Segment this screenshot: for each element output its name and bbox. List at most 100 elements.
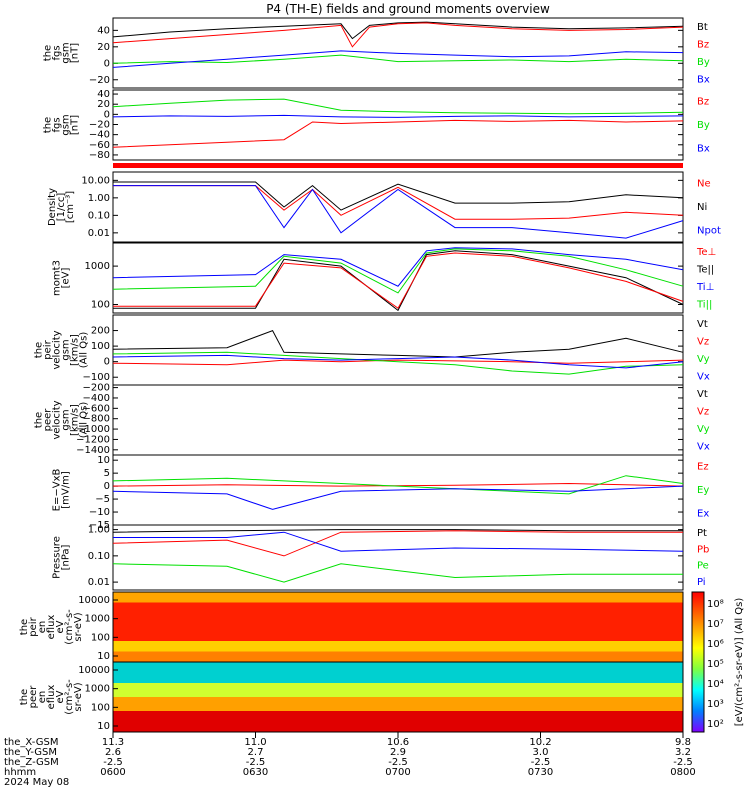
spectrogram-band: [113, 662, 683, 683]
ephemeris-value: -2.5: [531, 757, 551, 768]
panel-frame: [112, 17, 684, 89]
y-tick-label: −600: [83, 403, 110, 414]
y-axis-label-line: [nT]: [70, 43, 81, 63]
y-axis-label-line: [mV/m]: [61, 471, 72, 509]
y-axis-label-line: the: [19, 689, 30, 705]
y-axis-label-line: sr-eV): [73, 612, 84, 641]
spectrogram-band: [113, 641, 683, 652]
legend-Te⊥: Te⊥: [696, 247, 716, 258]
panel-efield: 10 5 0 −5 −10 −15 E=−VxB[mV/m] Ez Ey Ex: [52, 454, 709, 531]
y-tick-label: 1000: [85, 261, 110, 272]
y-axis-label-line: (cm²-s-: [64, 609, 75, 645]
y-tick-label: −5: [95, 494, 110, 505]
y-tick-label: 0: [104, 357, 110, 368]
legend-Pe: Pe: [697, 561, 709, 572]
y-axis-label-line: Density: [47, 188, 58, 226]
series-Te⊥: [113, 252, 684, 309]
y-tick-label: −400: [83, 393, 110, 404]
y-axis-label-line: [1/cc]: [56, 193, 67, 222]
ephemeris-label: hhmm: [4, 767, 36, 778]
panel-peir-velocity: 200 100 0 −100 thepeirvelocitygsm[km/s](All …: [34, 314, 710, 386]
y-axis-label-line: (All Qs): [79, 332, 90, 369]
y-axis-label-line: the: [43, 45, 54, 61]
ephemeris-labels: 11.32.6-2.5060011.02.7-2.5063010.62.9-2.…: [4, 732, 696, 788]
y-axis-label-line: [km/s]: [70, 404, 81, 436]
panel-temperature: 1000 100 momt3[eV] Te⊥ Te|| Ti⊥ Ti||: [52, 242, 716, 314]
legend-Ex: Ex: [697, 508, 709, 519]
y-axis-label-line: gsm: [61, 42, 72, 63]
series-Bz: [112, 22, 684, 48]
panel-frame: [112, 384, 684, 456]
series-Vx: [112, 354, 684, 369]
y-tick-label: 0: [104, 109, 110, 120]
y-tick-label: 40: [97, 89, 110, 100]
date-label: 2024 May 08: [4, 777, 69, 788]
y-tick-label: 200: [91, 326, 110, 337]
colorbar-bar: [691, 591, 705, 733]
spectrogram-band: [113, 711, 683, 732]
y-axis-label-line: velocity: [52, 330, 63, 369]
figure-title: P4 (TH-E) fields and ground moments over…: [266, 2, 550, 16]
y-axis-label-line: peir: [43, 339, 54, 359]
y-tick-label: −10: [89, 507, 110, 518]
legend-Ti||: Ti||: [696, 299, 712, 310]
y-axis-label: Density[1/cc][cm⁻³]: [47, 188, 76, 226]
y-tick-label: −60: [89, 140, 110, 151]
y-tick-label: 1000: [85, 684, 110, 695]
colorbar-tick-label: 10⁶: [707, 639, 724, 650]
series-Ti⊥: [112, 247, 684, 287]
y-axis-label-line: sr-eV): [73, 682, 84, 711]
y-axis-label-line: velocity: [52, 400, 63, 439]
series-Ni: [113, 181, 684, 211]
legend-Vz: Vz: [697, 406, 709, 417]
series-Pi: [113, 531, 684, 552]
panel-peer-velocity: −200−400−600−800−1000−1200−1400 thepeerve…: [34, 383, 710, 456]
legend-Vt: Vt: [697, 319, 708, 330]
colorbar-tick-label: 10⁷: [707, 619, 724, 630]
y-axis-label-line: (All Qs): [79, 402, 90, 439]
y-axis-label-line: the: [43, 117, 54, 133]
y-axis-label-line: gsm: [61, 114, 72, 135]
x-tick-label: 0700: [385, 767, 410, 778]
y-axis-label: Pressure[nPa]: [52, 536, 72, 579]
ephemeris-value: 9.8: [675, 737, 691, 748]
ephemeris-value: 2.6: [105, 747, 121, 758]
y-tick-label: −1400: [76, 445, 110, 456]
y-axis-label-line: [cm⁻³]: [65, 191, 76, 223]
series-Bx: [112, 50, 684, 68]
y-axis-label-line: E=−VxB: [52, 469, 63, 512]
y-tick-label: −15: [89, 520, 110, 531]
colorbar-tick-label: 10⁵: [707, 659, 724, 670]
series-Pb: [112, 530, 683, 557]
y-tick-label: −40: [89, 130, 110, 141]
y-tick-label: 0: [104, 58, 110, 69]
series-Ti||: [112, 248, 684, 294]
ephemeris-value: -2.5: [246, 757, 266, 768]
y-axis-label-line: [nPa]: [61, 544, 72, 570]
legend-Ez: Ez: [697, 462, 709, 473]
legend-Bz: Bz: [697, 97, 709, 108]
spectrogram-band: [113, 697, 683, 711]
spectrogram-peir-en-eflux: 10000 1000 100 10 thepeirenefluxeV(cm²-s-sr-…: [19, 591, 684, 663]
series-Te||: [113, 250, 684, 312]
y-tick-label: −200: [83, 383, 110, 394]
legend-Te||: Te||: [696, 264, 714, 275]
legend-Ti⊥: Ti⊥: [696, 282, 714, 293]
y-axis-label-line: the: [34, 412, 45, 428]
y-axis-label-line: the: [34, 342, 45, 358]
y-axis-label-line: momt3: [52, 260, 63, 296]
y-axis-label-line: the: [19, 619, 30, 635]
y-axis-label-line: fgs: [52, 45, 63, 60]
y-tick-label: 100: [91, 341, 110, 352]
y-tick-label: 40: [97, 25, 110, 36]
legend-Ey: Ey: [697, 485, 709, 496]
series-By: [112, 54, 684, 64]
colorbar-tick-label: 10⁸: [707, 599, 724, 610]
legend-Vz: Vz: [697, 336, 709, 347]
ephemeris-value: 11.0: [244, 737, 266, 748]
spectrogram-band: [113, 602, 683, 641]
